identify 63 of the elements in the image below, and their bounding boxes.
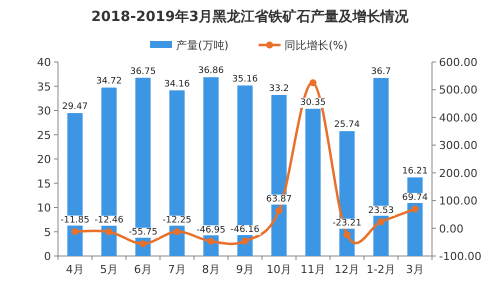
data-label: 33.2: [268, 84, 290, 94]
point: [412, 205, 418, 212]
x-tick-label: 9月: [236, 263, 254, 276]
point: [208, 238, 214, 245]
data-label: 29.47: [62, 102, 88, 112]
data-label: 63.87: [266, 194, 292, 205]
data-label: 36.86: [198, 66, 224, 76]
y2-tick-label: 400.00: [439, 111, 478, 124]
x-tick-label: 7月: [168, 263, 186, 276]
data-label: 16.21: [402, 166, 428, 176]
point: [310, 79, 316, 86]
point: [72, 228, 78, 236]
x-tick-label: 1-2月: [366, 263, 396, 276]
y-tick-label: 5: [44, 226, 51, 239]
data-label: 36.7: [370, 67, 392, 78]
x-tick-label: 12月: [334, 263, 360, 276]
data-label: 35.16: [232, 74, 258, 84]
legend-label: 产量(万吨): [176, 39, 229, 52]
data-label: -23.21: [332, 218, 362, 229]
data-label: -46.16: [230, 225, 260, 236]
y2-tick-label: 600.00: [439, 56, 478, 69]
y2-tick-label: 500.00: [439, 84, 478, 97]
data-label: 23.53: [368, 206, 394, 216]
chart-title: 2018-2019年3月黑龙江省铁矿石产量及增长情况: [91, 8, 410, 25]
x-tick-label: 4月: [66, 263, 84, 276]
y-tick-label: 40: [37, 56, 51, 69]
x-tick-label: 5月: [100, 263, 118, 276]
y-tick-label: 35: [37, 80, 51, 94]
point: [106, 228, 112, 236]
x-tick-label: 3月: [406, 263, 424, 276]
legend-label: 同比增长(%): [284, 39, 348, 52]
point: [140, 240, 146, 248]
x-tick-label: 6月: [134, 263, 152, 276]
point: [378, 218, 384, 226]
point: [242, 238, 248, 245]
point: [174, 228, 180, 236]
data-label: -11.85: [60, 216, 90, 226]
data-label: 34.16: [164, 79, 190, 90]
y2-tick-label: 200.00: [439, 166, 478, 180]
data-label: 30.35: [300, 98, 326, 108]
data-label: -55.75: [128, 228, 158, 238]
y2-tick-label: 100.00: [439, 194, 478, 208]
data-label: 69.74: [402, 192, 428, 203]
y-tick-label: 20: [37, 153, 51, 166]
y2-tick-label: 300.00: [439, 139, 478, 152]
y-tick-label: 25: [37, 128, 51, 142]
data-label: 36.75: [130, 66, 156, 77]
data-label: -12.25: [162, 216, 192, 226]
y-tick-label: 15: [37, 177, 51, 190]
y-tick-label: 10: [37, 202, 51, 214]
y2-tick-label: 0.00: [439, 222, 464, 236]
data-label: 34.72: [96, 76, 122, 87]
x-tick-label: 8月: [202, 263, 220, 276]
y2-tick-label: -100.00: [439, 250, 482, 263]
y-tick-label: 0: [44, 250, 51, 263]
data-label: -46.95: [196, 225, 226, 236]
point: [344, 231, 350, 238]
x-tick-label: 11月: [300, 263, 326, 276]
point: [276, 207, 282, 214]
x-tick-label: 10月: [266, 263, 292, 276]
data-label: -12.46: [94, 216, 124, 226]
y-tick-label: 30: [37, 104, 51, 118]
data-label: 25.74: [334, 120, 360, 130]
